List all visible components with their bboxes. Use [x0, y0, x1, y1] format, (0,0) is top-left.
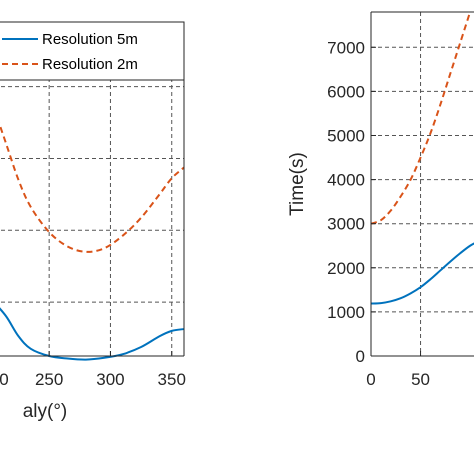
left-plot: 250 300 350 0 aly(°) Resolution 5m Resolution …	[0, 21, 186, 422]
series-line-2	[0, 122, 185, 253]
x-tick-label: 350	[158, 370, 186, 389]
legend-label: Resolution 2m	[42, 56, 138, 73]
legend-box	[0, 21, 185, 81]
y-tick-label: 3000	[327, 215, 365, 234]
y-tick-label: 6000	[327, 82, 365, 101]
legend-label: Resolution 5m	[42, 31, 138, 48]
x-tick-label: 0	[366, 370, 375, 389]
y-tick-label: 2000	[327, 259, 365, 278]
x-tick-label: 50	[411, 370, 430, 389]
y-axis-label: Time(s)	[287, 152, 308, 216]
x-axis-label: aly(°)	[23, 401, 68, 422]
y-tick-label: 7000	[327, 38, 365, 57]
series-line-1	[0, 307, 185, 361]
y-tick-label: 4000	[327, 171, 365, 190]
series-group	[371, 12, 474, 305]
series-line-1	[371, 242, 474, 305]
right-plot: 0 1000 2000 3000 4000 5000 6000 7000 0 50 Time(s)	[287, 11, 474, 389]
y-tick-label: 5000	[327, 126, 365, 145]
y-tick-label: 1000	[327, 303, 365, 322]
y-tick-label: 0	[356, 347, 365, 366]
x-tick-label: 300	[96, 370, 124, 389]
x-tick-label: 0	[0, 370, 9, 389]
x-tick-label: 250	[35, 370, 63, 389]
series-line-2	[371, 12, 472, 225]
